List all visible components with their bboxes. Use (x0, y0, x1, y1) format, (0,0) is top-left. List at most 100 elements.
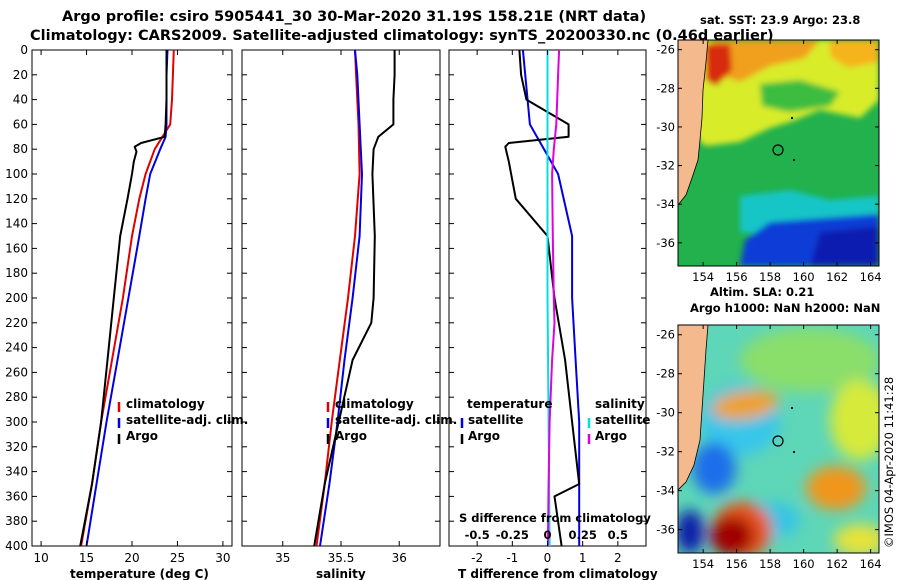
x-tick-label: 35.5 (328, 551, 355, 565)
x-tick-label: -2 (471, 551, 483, 565)
sla-yellow-east (830, 380, 879, 460)
depth-tick-label: 120 (5, 192, 28, 206)
sla-yellow-south (834, 524, 879, 553)
diff-legend-sal-argo-label: Argo (595, 429, 627, 443)
legend-argo-label: Argo (126, 429, 158, 443)
salinity-panel-frame (241, 49, 441, 547)
sst-island-dot-1 (790, 116, 794, 120)
sst-map-axes: 154 156 158 160 162 164 -26 -28 -30 -32 -34 -36 (656, 40, 882, 284)
sst-warm-orange (710, 40, 820, 82)
sst-green-tongue (760, 80, 840, 112)
salinity-x-label: salinity (316, 567, 366, 580)
top-x-tick-label: 0 (543, 528, 551, 542)
temperature-legend: climatology satellite-adj. clim. Argo (117, 397, 248, 444)
map-lat-label: -28 (656, 81, 675, 95)
difference-plot (504, 50, 581, 546)
sst-red-band (705, 44, 732, 86)
map-lon-label: 156 (726, 557, 748, 571)
map-lon-label: 162 (826, 557, 848, 571)
sla-orange-east (806, 466, 866, 510)
series-line-argo (79, 50, 168, 546)
map-lat-label: -36 (656, 523, 675, 537)
map-lat-label: -32 (656, 159, 675, 173)
map-lat-label: -36 (656, 236, 675, 250)
depth-tick-label: 220 (5, 316, 28, 330)
sla-argo-position-marker (772, 435, 784, 447)
x-tick-label: 36 (392, 551, 407, 565)
depth-tick-label: 160 (5, 241, 28, 255)
top-x-tick-label: -0.5 (465, 528, 490, 542)
sst-warm-orange-east (830, 40, 879, 68)
series-line-temperature-argo (504, 50, 581, 546)
map-lon-label: 154 (692, 557, 714, 571)
salinity-legend: climatology satellite-adj. clim. Argo (326, 397, 457, 444)
sst-map-title: sat. SST: 23.9 Argo: 23.8 (700, 13, 860, 27)
series-line-satellite-adj-clim- (319, 50, 363, 546)
map-lat-label: -26 (656, 328, 675, 342)
diff-legend-temp-argo-label: Argo (468, 429, 500, 443)
depth-tick-label: 80 (13, 142, 28, 156)
depth-tick-label: 300 (5, 415, 28, 429)
map-lon-label: 160 (793, 270, 815, 284)
x-tick-label: 0 (544, 551, 552, 565)
depth-tick-label: 340 (5, 465, 28, 479)
legend-satellite-label: satellite-adj. clim. (126, 413, 248, 427)
sla-land (678, 325, 709, 491)
series-line-argo (313, 50, 396, 546)
map-lon-label: 164 (860, 557, 882, 571)
sst-land (678, 40, 709, 206)
figure-title-line2: Climatology: CARS2009. Satellite-adjuste… (30, 28, 774, 44)
map-lat-label: -30 (656, 120, 675, 134)
depth-tick-label: 260 (5, 365, 28, 379)
map-lon-label: 156 (726, 270, 748, 284)
sal-legend-climatology-label: climatology (335, 397, 414, 411)
depth-tick-label: 400 (5, 539, 28, 553)
sla-map (678, 325, 879, 553)
map-lon-label: 154 (692, 270, 714, 284)
top-x-tick-label: 0.5 (608, 528, 628, 542)
sla-blue-west (692, 442, 736, 494)
x-tick-label: 10 (33, 551, 48, 565)
series-line-climatology (315, 50, 361, 546)
diff-legend-salinity-title: salinity (595, 397, 645, 411)
depth-tick-label: 320 (5, 440, 28, 454)
map-lat-label: -26 (656, 43, 675, 57)
depth-tick-label: 20 (13, 68, 28, 82)
temperature-panel-frame (31, 49, 233, 547)
depth-tick-label: 60 (13, 117, 28, 131)
x-tick-label: 15 (79, 551, 94, 565)
map-lon-label: 158 (759, 557, 781, 571)
sal-legend-satellite-label: satellite-adj. clim. (335, 413, 457, 427)
sla-island-dot-2 (792, 450, 796, 454)
depth-tick-label: 240 (5, 341, 28, 355)
map-lat-label: -34 (656, 197, 675, 211)
sla-red-core (710, 516, 754, 553)
difference-legend: temperature satellite Argo salinity sate… (460, 397, 650, 444)
sst-blue-core (810, 226, 879, 266)
sla-green-band (740, 328, 879, 392)
difference-top-x-label: S difference from climatology (459, 511, 651, 525)
x-tick-label: 20 (124, 551, 139, 565)
top-x-tick-label: 0.25 (568, 528, 596, 542)
imos-credit: ©IMOS 04-Apr-2020 11:41:28 (882, 377, 896, 548)
depth-tick-label: 100 (5, 167, 28, 181)
sla-blue-southwest (678, 510, 704, 553)
diff-legend-temperature-title: temperature (467, 397, 552, 411)
sla-map-frame (677, 324, 880, 554)
x-tick-label: 30 (215, 551, 230, 565)
depth-tick-label: 40 (13, 93, 28, 107)
sla-orange-north (711, 390, 779, 420)
sal-legend-argo-label: Argo (335, 429, 367, 443)
temperature-x-label: temperature (deg C) (70, 567, 209, 580)
sla-island-dot-1 (790, 406, 794, 410)
sst-map-frame (677, 39, 880, 267)
legend-climatology-label: climatology (126, 397, 205, 411)
salinity-axes: 35 35.5 36 (242, 49, 440, 565)
sst-argo-position-marker (772, 144, 784, 156)
difference-x-label: T difference from climatology (458, 567, 658, 580)
diff-legend-sal-satellite-label: satellite (595, 413, 650, 427)
map-lat-label: -32 (656, 445, 675, 459)
depth-tick-label: 0 (20, 43, 28, 57)
figure-title-line1: Argo profile: csiro 5905441_30 30-Mar-20… (62, 9, 646, 25)
